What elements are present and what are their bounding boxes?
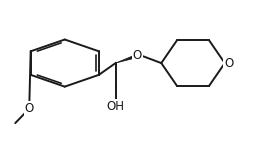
- Text: O: O: [224, 57, 233, 70]
- Polygon shape: [116, 55, 138, 63]
- Text: O: O: [133, 49, 142, 62]
- Text: O: O: [25, 102, 34, 115]
- Text: OH: OH: [107, 100, 124, 113]
